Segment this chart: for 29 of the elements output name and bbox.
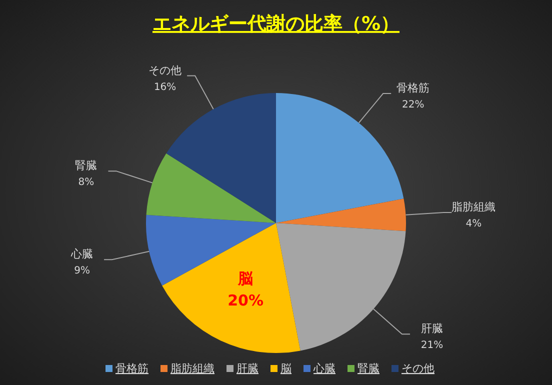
pie-slice (146, 153, 276, 223)
data-label: 20% (228, 292, 264, 310)
legend-label: 腎臓 (358, 362, 380, 375)
slice-label: 骨格筋 (396, 82, 430, 95)
pie-slice (276, 223, 406, 351)
pie-slice (162, 223, 300, 353)
slice-label: 腎臓 (75, 159, 98, 172)
legend-label: 脳 (280, 362, 292, 375)
legend-label: 脂肪組織 (170, 362, 214, 375)
slice-label: 心臓 (70, 248, 94, 261)
data-label: 22% (402, 100, 424, 111)
legend-label: 心臓 (312, 362, 336, 375)
slice-label: その他 (148, 64, 182, 77)
data-label: 16% (154, 82, 176, 93)
pie-slice (276, 198, 406, 232)
legend-label: 骨格筋 (116, 362, 148, 375)
legend-label: その他 (402, 362, 434, 375)
pie-slice (146, 214, 276, 286)
slice-label: 肝臓 (421, 322, 444, 336)
data-label: 9% (74, 266, 90, 277)
data-label: 4% (466, 218, 482, 230)
slice-label: 脳 (237, 270, 254, 288)
pie-slice (276, 93, 404, 223)
pie-slice (166, 93, 276, 223)
legend-label: 肝臓 (236, 362, 258, 375)
data-label: 8% (78, 177, 94, 188)
chart-title: エネルギー代謝の比率（%） (152, 13, 400, 35)
data-label: 21% (420, 340, 444, 352)
slice-label: 脂肪組織 (452, 200, 496, 214)
